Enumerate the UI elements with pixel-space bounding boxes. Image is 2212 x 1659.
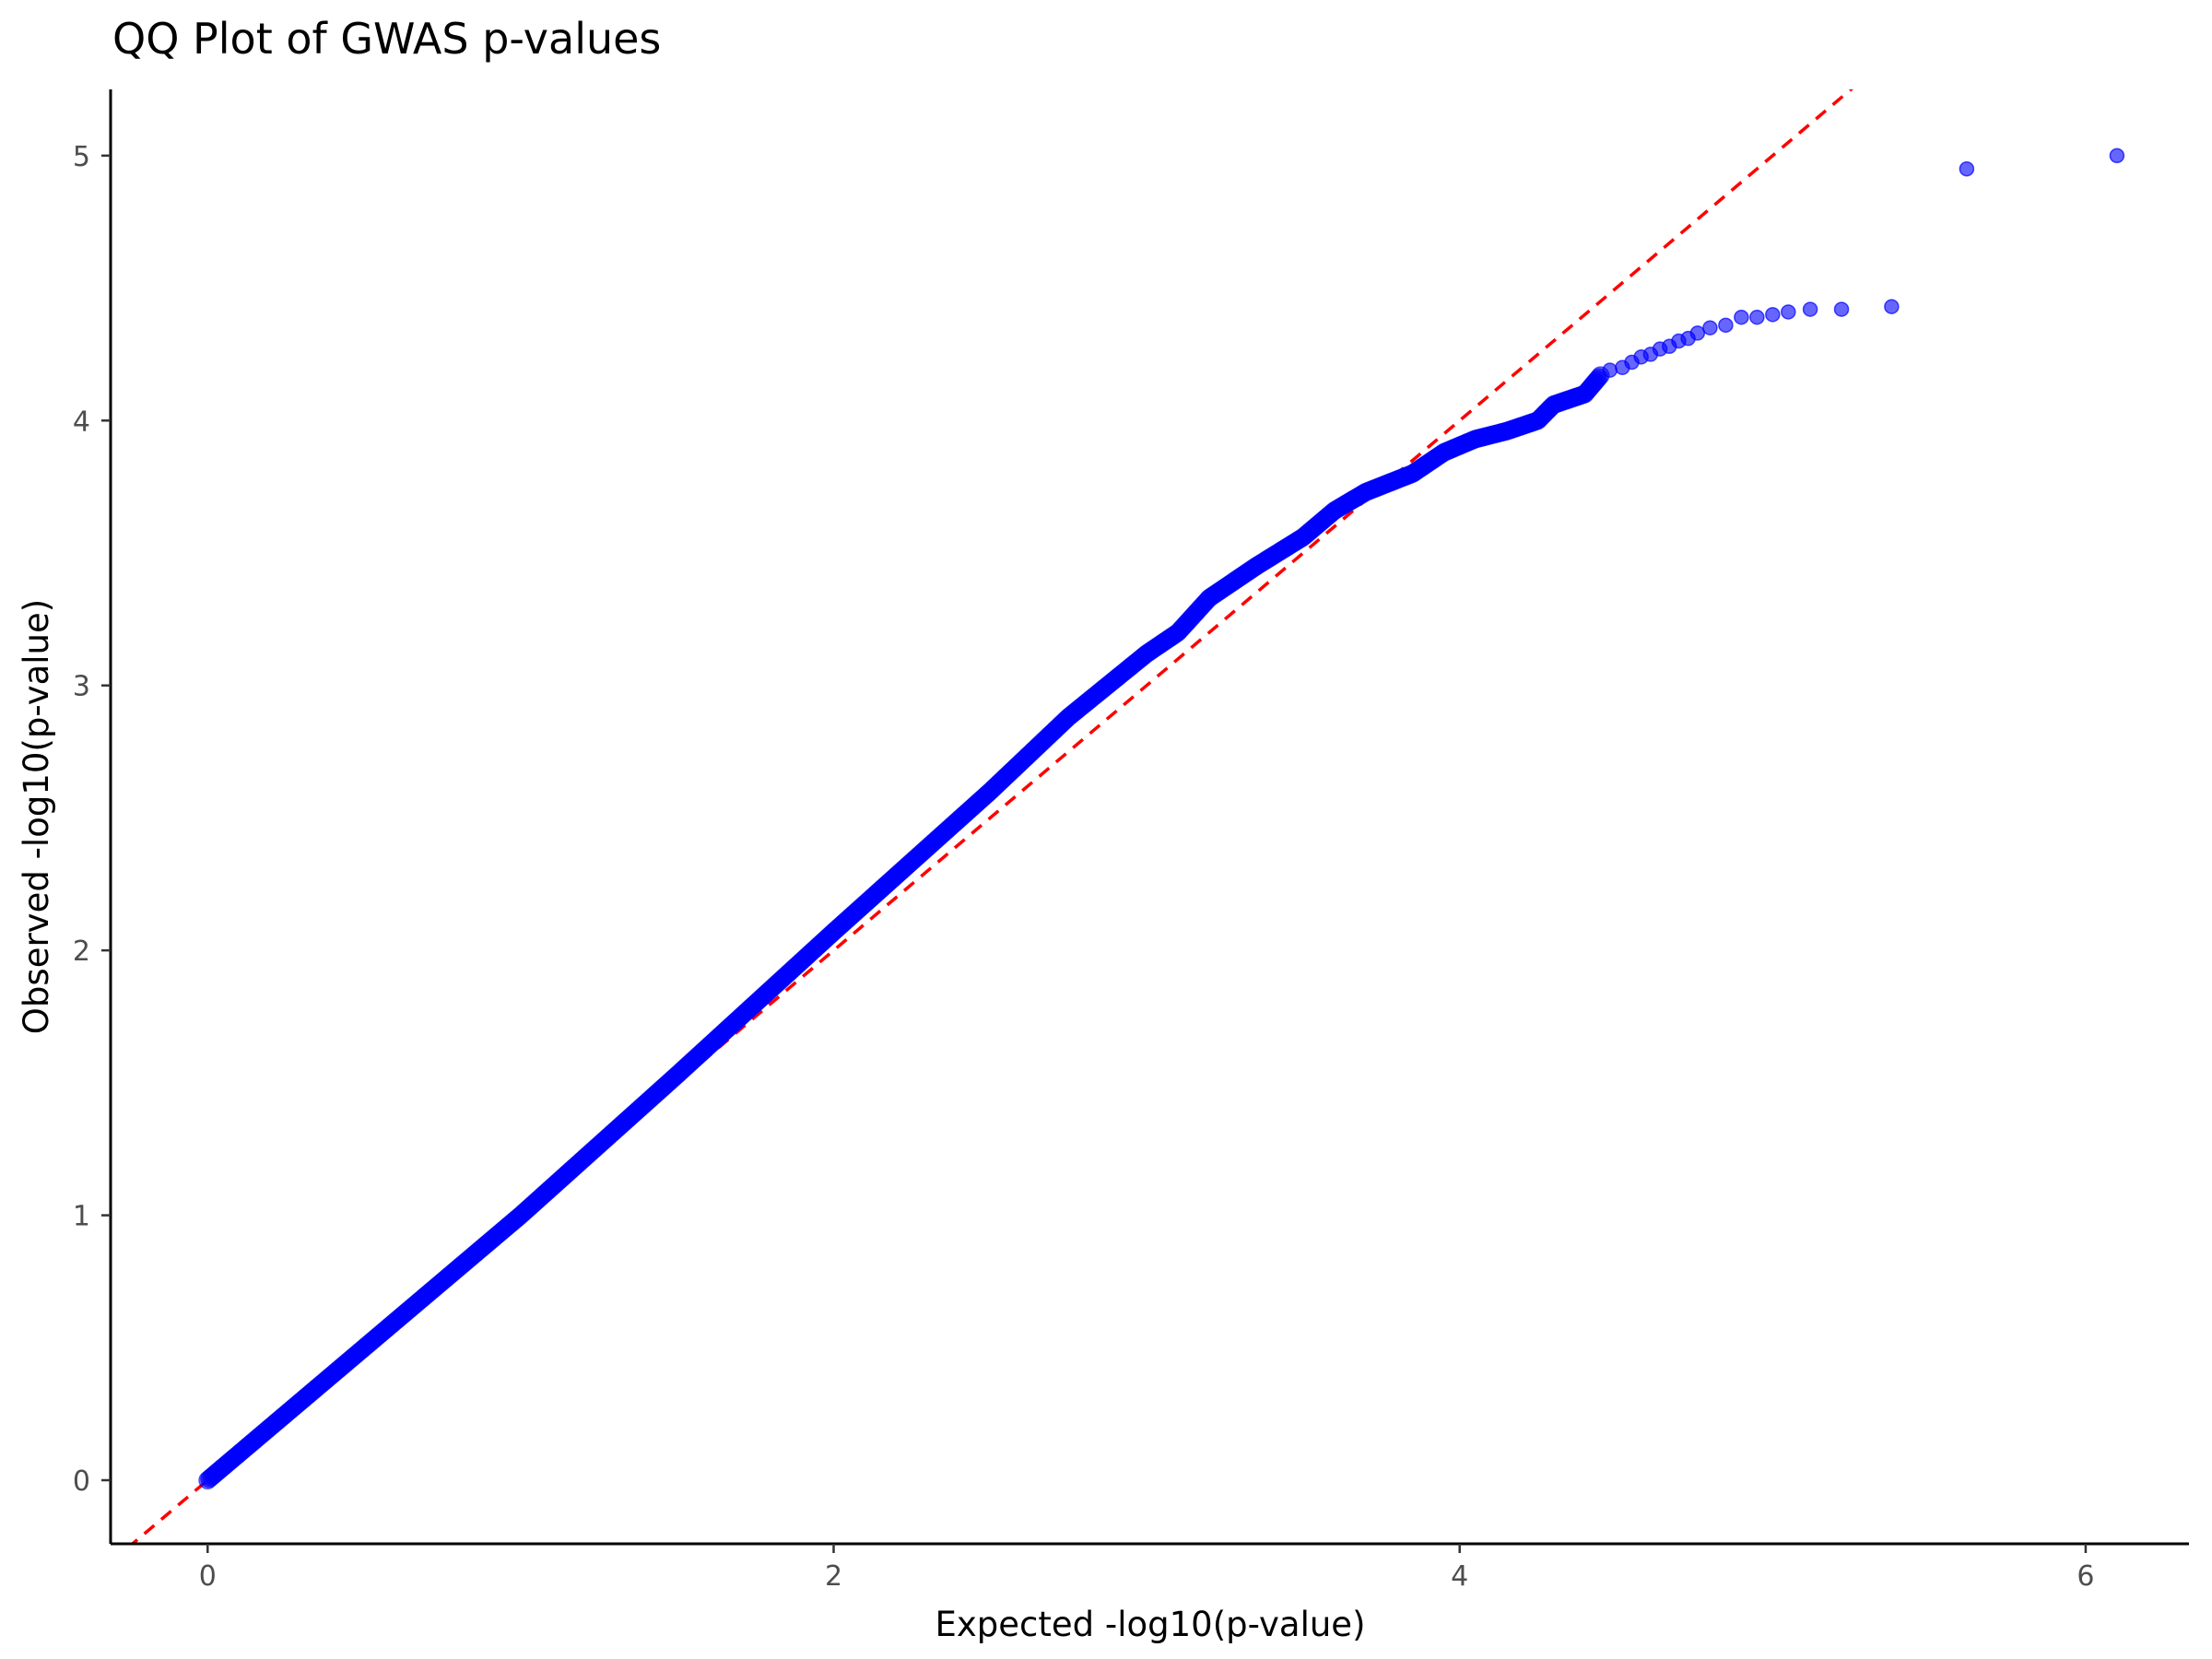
x-axis-title: Expected -log10(p-value) [935,1605,1366,1644]
x-axis-ticks: 0 2 4 6 [199,1544,2094,1593]
y-tick-label: 0 [73,1465,90,1498]
qq-point [1718,317,1734,334]
y-tick-label: 3 [73,671,90,703]
qq-point [2109,147,2125,164]
points-layer [198,147,2125,1490]
y-axis-title: Observed -log10(p-value) [17,599,56,1034]
x-tick-label: 4 [1451,1560,1468,1593]
y-tick-label: 2 [73,935,90,968]
qq-point [1833,301,1850,317]
qq-point [1781,304,1796,320]
qq-point [1802,301,1818,317]
qq-point [1765,307,1781,323]
x-tick-label: 0 [199,1560,217,1593]
qq-point [1959,160,1975,177]
y-tick-label: 4 [73,406,90,438]
qq-point [1689,325,1706,341]
y-axis-ticks: 0 1 2 3 4 5 [73,141,111,1498]
y-tick-label: 5 [73,141,90,173]
y-tick-label: 1 [73,1201,90,1233]
reference-line-layer [130,89,1853,1544]
reference-diagonal-line [130,89,1853,1544]
qq-point [1884,299,1900,314]
qq-point [1749,309,1765,325]
x-tick-label: 2 [825,1560,842,1593]
x-tick-label: 6 [2077,1560,2094,1593]
chart-title: QQ Plot of GWAS p-values [112,14,661,64]
qq-point [1702,320,1718,335]
qq-point [1734,309,1749,325]
qq-point [1602,362,1618,378]
